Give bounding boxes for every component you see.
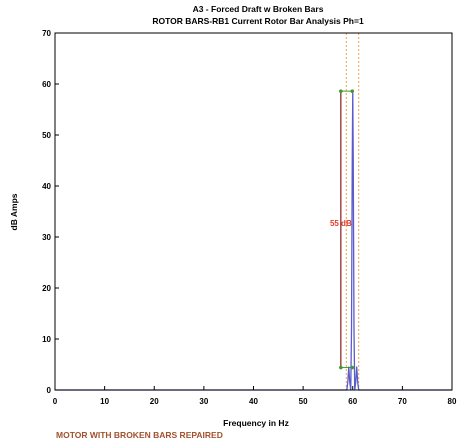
- x-tick-label: 30: [199, 397, 208, 406]
- marker-point: [350, 365, 355, 370]
- chart-subtitle: ROTOR BARS-RB1 Current Rotor Bar Analysi…: [152, 16, 364, 26]
- x-tick-label: 10: [100, 397, 109, 406]
- series-layer: [55, 91, 452, 391]
- x-tick-label: 40: [249, 397, 258, 406]
- y-tick-label: 0: [47, 386, 52, 395]
- annotation-bracket: 55 dB: [330, 90, 353, 369]
- y-tick-label: 50: [42, 131, 51, 140]
- x-tick-label: 80: [448, 397, 457, 406]
- y-tick-label: 20: [42, 284, 51, 293]
- marker-point: [350, 89, 355, 93]
- chart-title: A3 - Forced Draft w Broken Bars: [193, 4, 324, 14]
- x-tick-label: 70: [398, 397, 407, 406]
- plot-frame: [54, 32, 453, 391]
- axis-ticks: 0 10 20 30 40 50 60 70 80 0 10 20 30 40 50 60 70: [42, 29, 457, 406]
- x-tick-label: 60: [348, 397, 357, 406]
- series-line: [55, 91, 452, 391]
- y-tick-label: 60: [42, 80, 51, 89]
- y-tick-label: 10: [42, 335, 51, 344]
- x-tick-label: 50: [299, 397, 308, 406]
- annotation-label: 55 dB: [330, 219, 352, 228]
- y-tick-label: 30: [42, 233, 51, 242]
- reference-lines: [345, 33, 360, 390]
- footnote: MOTOR WITH BROKEN BARS REPAIRED: [56, 430, 223, 440]
- marker-point: [339, 89, 343, 93]
- x-tick-label: 0: [53, 397, 58, 406]
- y-tick-label: 40: [42, 182, 51, 191]
- marker-layer: [339, 89, 355, 370]
- x-axis-label: Frequency in Hz: [223, 418, 289, 428]
- marker-point: [339, 365, 343, 370]
- y-tick-label: 70: [42, 29, 51, 38]
- y-axis-label: dB Amps: [9, 193, 19, 230]
- x-tick-label: 20: [150, 397, 159, 406]
